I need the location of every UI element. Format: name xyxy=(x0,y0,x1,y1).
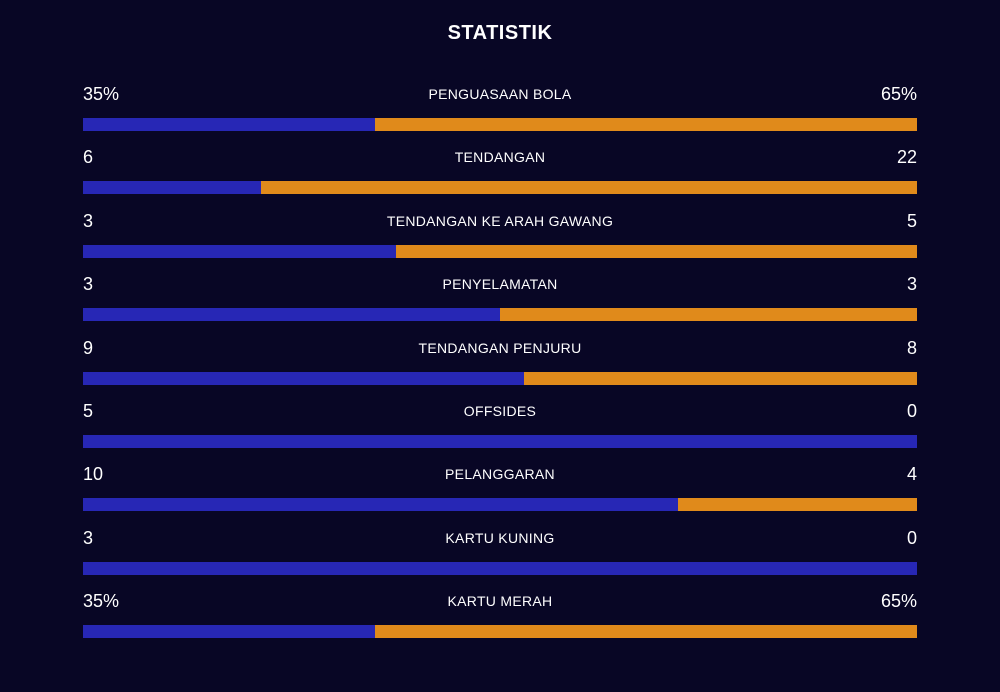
stat-row: 9 TENDANGAN PENJURU 8 xyxy=(83,334,917,397)
home-bar-segment xyxy=(83,244,396,258)
stat-label: TENDANGAN xyxy=(454,149,546,166)
stat-label: KARTU KUNING xyxy=(445,529,555,546)
away-value: 0 xyxy=(906,400,917,421)
away-value: 8 xyxy=(906,337,917,358)
comparison-bar xyxy=(83,498,917,512)
stat-header: 3 TENDANGAN KE ARAH GAWANG 5 xyxy=(83,207,917,235)
home-value: 9 xyxy=(83,337,94,358)
stat-header: 5 OFFSIDES 0 xyxy=(83,397,917,425)
away-bar-segment xyxy=(374,118,917,131)
stat-label: OFFSIDES xyxy=(463,402,537,419)
stat-header: 10 PELANGGARAN 4 xyxy=(83,460,917,488)
stat-label: PENYELAMATAN xyxy=(442,276,558,293)
away-bar-segment xyxy=(261,181,917,195)
stat-header: 3 KARTU KUNING 0 xyxy=(83,524,917,552)
away-value: 22 xyxy=(896,147,917,168)
stat-row: 35% PENGUASAAN BOLA 65% xyxy=(83,80,917,143)
stat-label: TENDANGAN KE ARAH GAWANG xyxy=(386,212,614,229)
home-value: 35% xyxy=(83,84,120,104)
stat-header: 35% PENGUASAAN BOLA 65% xyxy=(83,80,917,108)
stat-label: PELANGGARAN xyxy=(445,466,555,483)
comparison-bar xyxy=(83,371,917,385)
stat-row: 3 TENDANGAN KE ARAH GAWANG 5 xyxy=(83,207,917,270)
away-bar-segment xyxy=(395,244,917,258)
home-value: 3 xyxy=(83,274,94,295)
stat-header: 35% KARTU MERAH 65% xyxy=(83,587,917,615)
page-title: STATISTIK xyxy=(447,22,553,44)
home-bar-segment xyxy=(83,561,917,575)
home-value: 35% xyxy=(83,591,120,612)
home-bar-segment xyxy=(83,498,679,512)
stat-row: 3 PENYELAMATAN 3 xyxy=(83,270,917,333)
away-bar-segment xyxy=(524,371,917,385)
stat-header: 3 PENYELAMATAN 3 xyxy=(83,270,917,298)
comparison-bar xyxy=(83,118,917,131)
stat-label: KARTU MERAH xyxy=(447,593,553,610)
comparison-bar xyxy=(83,181,917,195)
stat-row: 10 PELANGGARAN 4 xyxy=(83,460,917,523)
away-value: 65% xyxy=(880,84,917,104)
stat-header: 6 TENDANGAN 22 xyxy=(83,143,917,171)
home-bar-segment xyxy=(83,371,525,385)
home-bar-segment xyxy=(83,434,917,448)
home-bar-segment xyxy=(83,625,375,639)
stat-row: 3 KARTU KUNING 0 xyxy=(83,524,917,587)
away-value: 0 xyxy=(906,527,917,548)
comparison-bar xyxy=(83,308,917,322)
stat-label: PENGUASAAN BOLA xyxy=(428,86,572,102)
away-value: 65% xyxy=(880,591,917,612)
home-bar-segment xyxy=(83,118,375,131)
home-bar-segment xyxy=(83,181,262,195)
home-value: 6 xyxy=(83,147,94,168)
comparison-bar xyxy=(83,561,917,575)
home-value: 10 xyxy=(83,464,104,485)
away-value: 5 xyxy=(906,210,917,231)
home-bar-segment xyxy=(83,308,500,322)
comparison-bar xyxy=(83,625,917,639)
away-value: 3 xyxy=(906,274,917,295)
away-value: 4 xyxy=(906,464,917,485)
home-value: 3 xyxy=(83,210,94,231)
stat-row: 5 OFFSIDES 0 xyxy=(83,397,917,460)
away-bar-segment xyxy=(678,498,917,512)
comparison-bar xyxy=(83,434,917,448)
home-value: 5 xyxy=(83,400,94,421)
stat-header: 9 TENDANGAN PENJURU 8 xyxy=(83,334,917,362)
stats-list: 35% PENGUASAAN BOLA 65% 6 TENDANGAN 22 3 TENDAN… xyxy=(83,80,917,651)
stat-row: 6 TENDANGAN 22 xyxy=(83,143,917,206)
home-value: 3 xyxy=(83,527,94,548)
stat-row: 35% KARTU MERAH 65% xyxy=(83,587,917,650)
stat-label: TENDANGAN PENJURU xyxy=(418,339,582,356)
away-bar-segment xyxy=(374,625,917,639)
away-bar-segment xyxy=(500,308,917,322)
comparison-bar xyxy=(83,244,917,258)
